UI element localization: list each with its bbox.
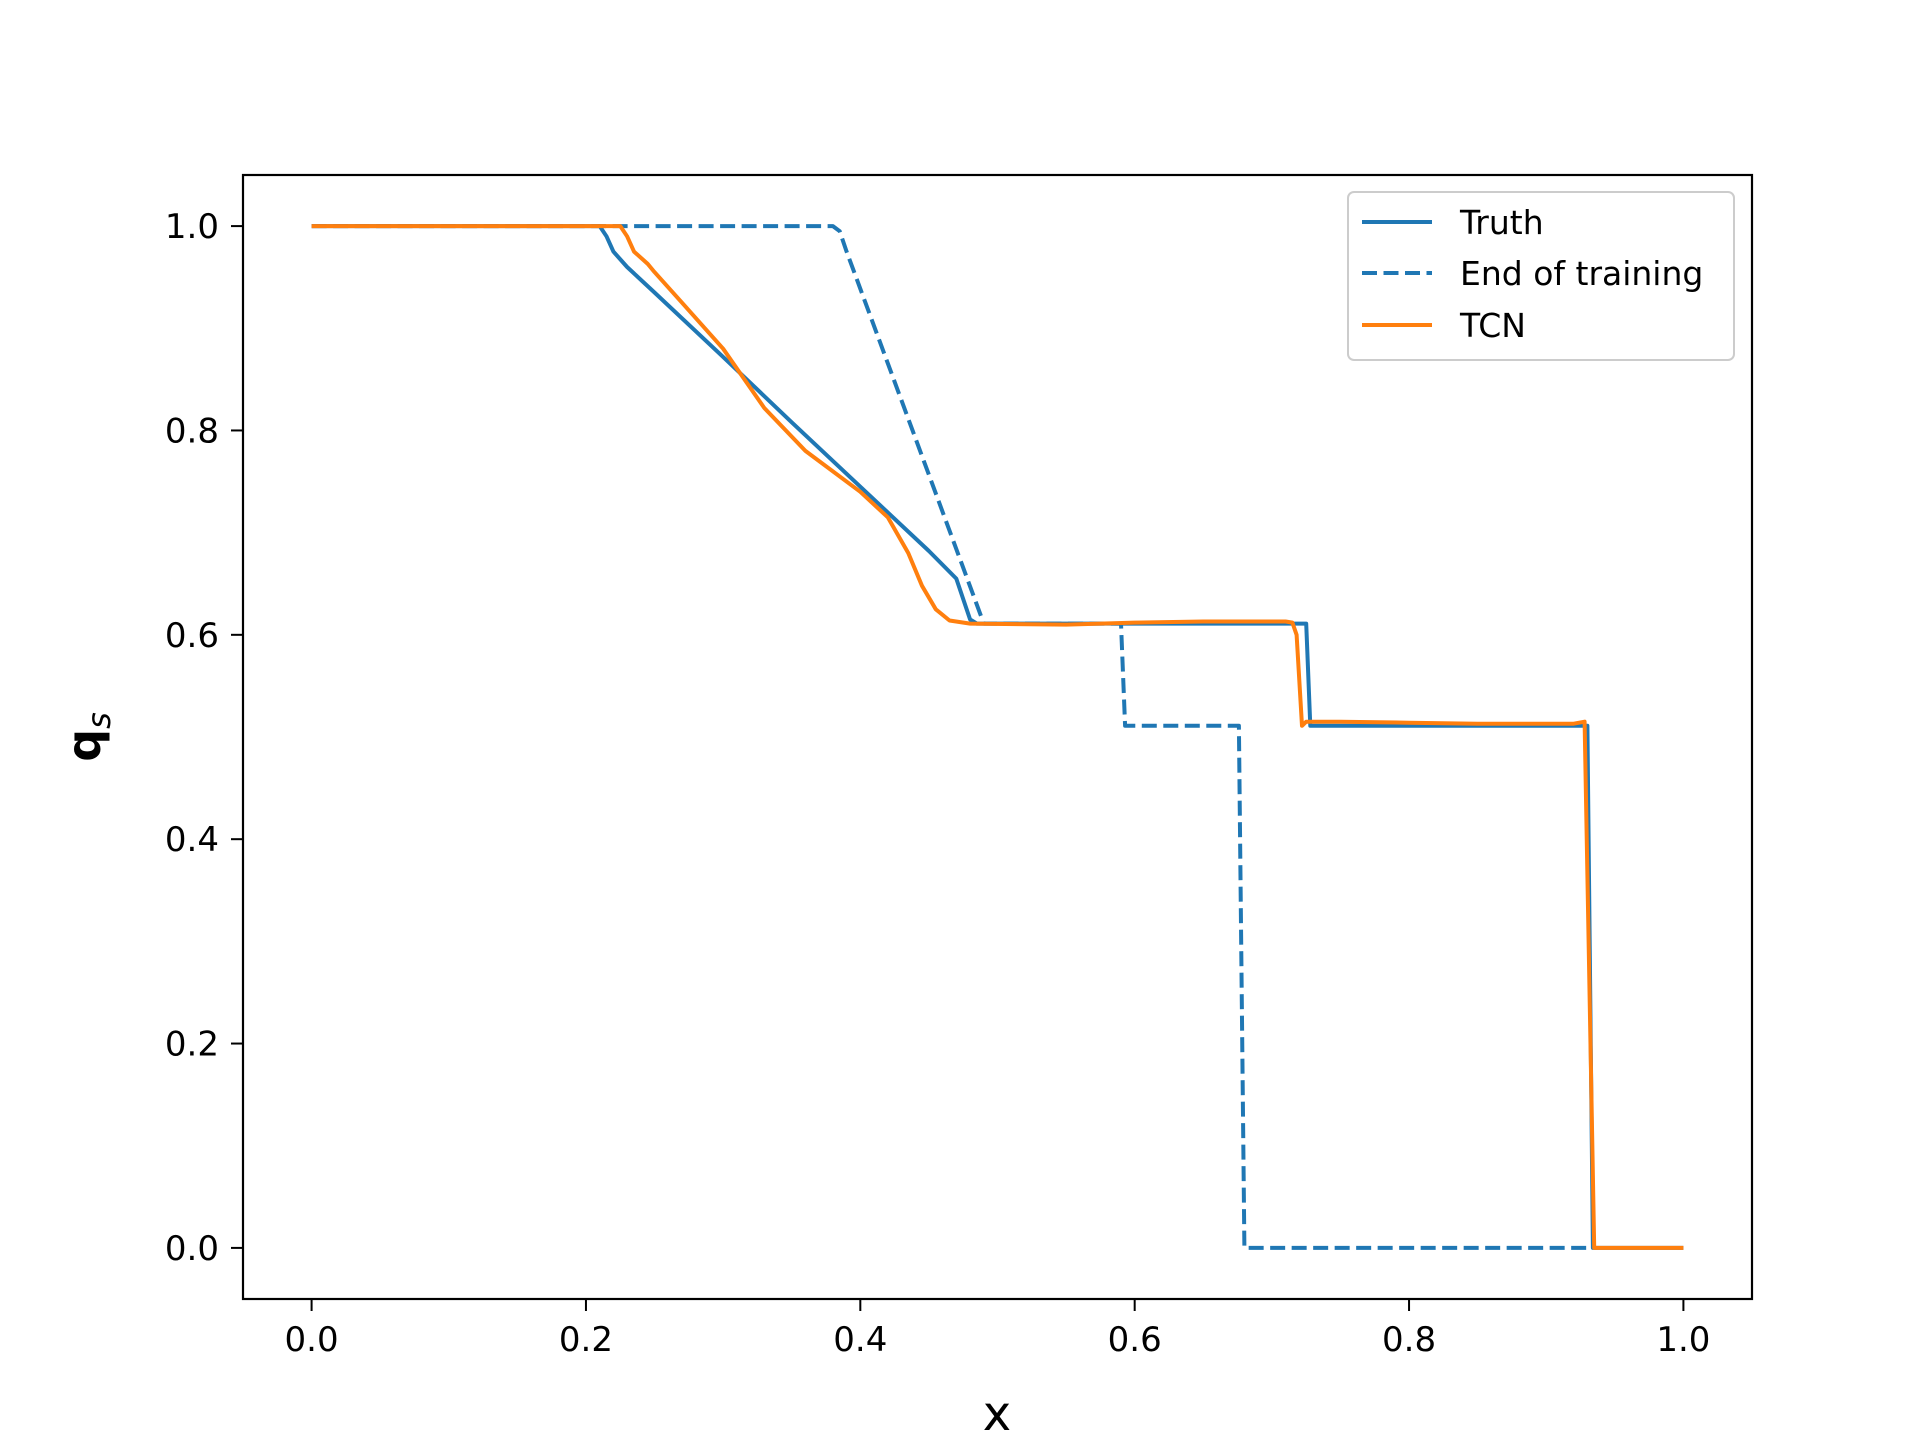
y-axis: 0.0 0.2 0.4 0.6 0.8 1.0 xyxy=(165,207,243,1269)
legend-label-truth: Truth xyxy=(1459,203,1544,242)
x-tick-label: 1.0 xyxy=(1656,1320,1710,1360)
x-tick-label: 0.4 xyxy=(833,1320,887,1360)
svg-text:qs: qs xyxy=(57,712,118,762)
legend-label-end-of-training: End of training xyxy=(1460,254,1703,293)
legend-label-tcn: TCN xyxy=(1459,306,1526,345)
y-tick-label: 0.4 xyxy=(165,820,219,860)
y-tick-label: 0.8 xyxy=(165,411,219,451)
x-tick-label: 0.8 xyxy=(1382,1320,1436,1360)
legend-box xyxy=(1347,191,1735,361)
y-tick-label: 0.0 xyxy=(165,1229,219,1269)
series-layer xyxy=(311,224,1684,1250)
legend: Truth End of training TCN xyxy=(1347,191,1735,361)
x-tick-label: 0.0 xyxy=(285,1320,339,1360)
y-axis-label-main: q xyxy=(57,729,111,762)
plot-frame xyxy=(241,173,1754,1301)
y-axis-label-subscript: s xyxy=(80,712,118,729)
series-line-tcn xyxy=(311,224,1684,1250)
x-tick-label: 0.2 xyxy=(559,1320,613,1360)
x-tick-label: 0.6 xyxy=(1108,1320,1162,1360)
y-tick-label: 0.2 xyxy=(165,1025,219,1065)
x-axis-label: x xyxy=(983,1386,1011,1440)
y-tick-label: 0.6 xyxy=(165,616,219,656)
x-axis: 0.0 0.2 0.4 0.6 0.8 1.0 xyxy=(285,1299,1710,1360)
y-tick-label: 1.0 xyxy=(165,207,219,247)
y-axis-label: qs xyxy=(57,712,118,762)
series-line-truth xyxy=(311,224,1684,1250)
